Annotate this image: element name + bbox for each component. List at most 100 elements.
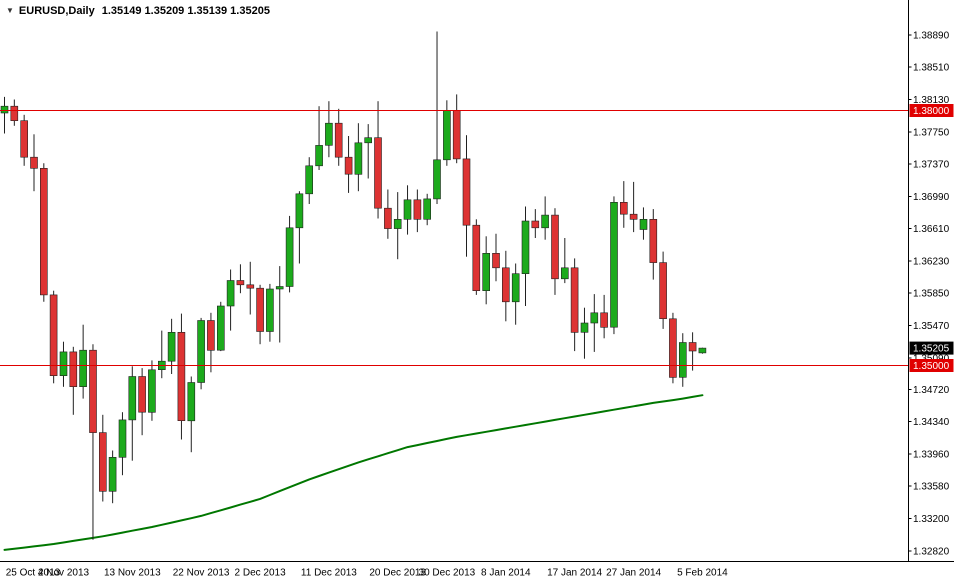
candle [590, 294, 599, 352]
candle-body [669, 318, 677, 378]
candle-body [128, 376, 137, 421]
candle-body [10, 105, 19, 121]
candle-body [49, 294, 58, 376]
y-axis-tick-label: 1.38890 [913, 30, 950, 41]
candle [285, 215, 294, 293]
x-axis-label: 13 Nov 2013 [104, 568, 161, 579]
candle-body [334, 122, 343, 158]
candle [246, 261, 255, 315]
y-axis-tick-label: 1.36610 [913, 224, 950, 235]
candle [79, 324, 87, 399]
candle [59, 341, 68, 387]
y-axis-tick-label: 1.34340 [913, 417, 950, 428]
y-axis-tick-label: 1.37370 [913, 160, 950, 171]
candle-body [226, 280, 235, 307]
candle [167, 318, 176, 374]
candle-body [167, 331, 176, 362]
candle [472, 219, 481, 295]
candle-body [590, 312, 599, 324]
candle [334, 108, 343, 166]
candle [541, 196, 549, 240]
current-price-marker-label: 1.35205 [913, 344, 950, 355]
candle-body [236, 280, 245, 286]
candle-body [531, 220, 540, 229]
candle-body [108, 456, 117, 492]
candle [344, 136, 353, 193]
candle-body [619, 202, 628, 215]
candle-body [433, 159, 441, 200]
candle-body [659, 262, 667, 320]
candle [452, 94, 461, 164]
candle [531, 209, 540, 238]
candle-body [452, 110, 461, 160]
candle [580, 307, 589, 359]
candle-body [148, 369, 156, 413]
candle [187, 376, 196, 453]
candle-body [678, 342, 687, 378]
candle [610, 196, 618, 335]
candle-body [610, 202, 618, 328]
candle [501, 250, 510, 322]
candle-body [580, 322, 589, 333]
candle [325, 101, 333, 158]
candle-body [511, 273, 520, 303]
y-axis-tick-label: 1.35090 [913, 353, 950, 364]
candle [207, 312, 215, 373]
candle-body [501, 267, 510, 303]
y-axis-tick-label: 1.36990 [913, 192, 950, 203]
candle [669, 312, 677, 384]
candle [570, 258, 579, 352]
candle [354, 123, 363, 192]
candles-layer [0, 31, 707, 540]
candle [197, 317, 205, 390]
candle [217, 301, 225, 352]
candle [158, 330, 166, 379]
candle [462, 135, 471, 257]
x-axis-label: 20 Dec 2013 [369, 568, 426, 579]
y-axis-tick-label: 1.38130 [913, 95, 950, 106]
candle [659, 251, 667, 329]
candle-body [30, 156, 38, 169]
candle [551, 208, 559, 295]
y-axis-tick-label: 1.33580 [913, 482, 950, 493]
candle-body [295, 193, 304, 229]
y-axis-tick-label: 1.32820 [913, 546, 950, 557]
candle-body [482, 253, 491, 292]
candle [384, 189, 392, 239]
candle [492, 233, 500, 282]
candle-body [541, 214, 549, 229]
candle-body [305, 165, 314, 195]
candle-body [472, 224, 481, 291]
candle [89, 344, 97, 540]
symbol-dropdown-icon[interactable]: ▼ [6, 6, 14, 15]
chart-header: ▼ EURUSD,Daily 1.35149 1.35209 1.35139 1… [6, 5, 270, 17]
y-axis-tick-label: 1.33200 [913, 514, 950, 525]
candle-body [20, 120, 29, 158]
y-axis-tick-label: 1.35470 [913, 321, 950, 332]
y-axis-tick-label: 1.37750 [913, 127, 950, 138]
candle-body [649, 219, 658, 263]
candle-body [374, 137, 382, 209]
symbol-timeframe-label: EURUSD,Daily [18, 5, 95, 17]
ohlc-readout: 1.35149 1.35209 1.35139 1.35205 [101, 5, 270, 17]
x-axis-label: 27 Jan 2014 [606, 568, 661, 579]
candle-body [629, 213, 638, 220]
candle-body [256, 287, 264, 332]
candle-body [118, 419, 127, 458]
candle-body [0, 105, 9, 114]
moving-average-line [3, 394, 704, 551]
candle-body [364, 137, 373, 144]
candle [295, 191, 304, 264]
candle-body [99, 432, 107, 492]
x-axis-label: 8 Jan 2014 [481, 568, 531, 579]
candle [364, 124, 373, 179]
y-axis-tick-label: 1.38510 [913, 63, 950, 74]
candle-body [570, 267, 579, 333]
y-axis-tick-label: 1.36230 [913, 256, 950, 267]
candle-body [560, 267, 569, 280]
candle-body [403, 199, 412, 220]
candle-body [266, 288, 274, 332]
candle-body [275, 286, 284, 290]
